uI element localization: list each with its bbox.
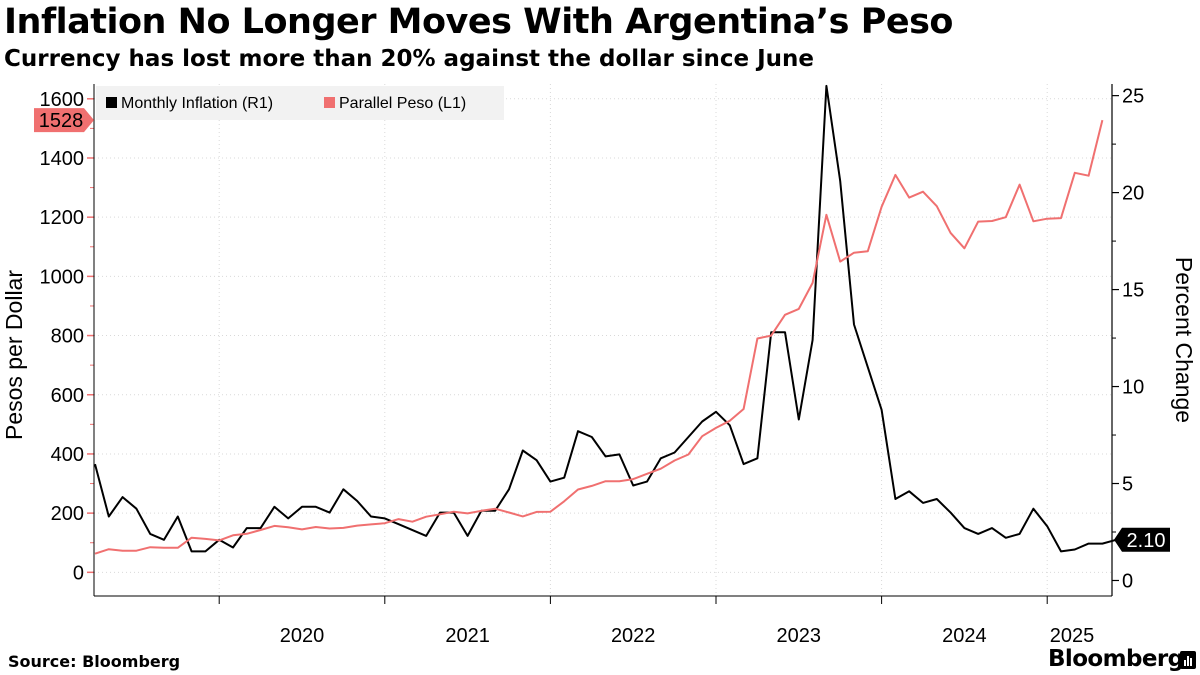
x-tick-label: 2025 — [1050, 625, 1095, 647]
legend-swatch-inflation — [106, 97, 117, 108]
right-tick-label: 25 — [1122, 86, 1144, 108]
inflation-last-value-badge — [1114, 527, 1170, 552]
peso-last-value-badge — [34, 108, 94, 133]
grid-lines — [94, 84, 1112, 596]
legend-label-inflation: Monthly Inflation (R1) — [121, 95, 273, 112]
left-tick-label: 1600 — [40, 89, 85, 111]
left-tick-label: 1200 — [40, 207, 85, 229]
bloomberg-logo-text: Bloomberg — [1048, 646, 1184, 672]
right-tick-label: 20 — [1122, 183, 1144, 205]
chart-title: Inflation No Longer Moves With Argentina… — [4, 2, 953, 42]
x-tick-label: 2024 — [942, 625, 987, 647]
left-tick-label: 600 — [51, 385, 84, 407]
left-tick-label: 200 — [51, 503, 84, 525]
right-tick-label: 10 — [1122, 377, 1144, 399]
parallel-peso-line — [94, 119, 1104, 555]
source-note: Source: Bloomberg — [8, 652, 181, 671]
bloomberg-chart-icon — [1180, 651, 1196, 669]
inflation-last-value-label: 2.10 — [1127, 530, 1166, 552]
legend-background — [96, 86, 504, 120]
x-tick-label: 2020 — [280, 625, 325, 647]
right-tick-label: 15 — [1122, 280, 1144, 302]
peso-last-value-label: 1528 — [39, 110, 84, 132]
left-tick-label: 800 — [51, 326, 84, 348]
right-tick-label: 0 — [1122, 570, 1133, 592]
legend-swatch-peso — [324, 97, 335, 108]
series-lines — [94, 84, 1117, 555]
axes: 0200400600800100012001400160005101520252… — [40, 84, 1144, 647]
left-tick-label: 400 — [51, 444, 84, 466]
monthly-inflation-line — [94, 84, 1117, 553]
x-tick-label: 2021 — [445, 625, 490, 647]
chart-subtitle: Currency has lost more than 20% against … — [4, 46, 814, 72]
last-value-labels: 1528 2.10 — [34, 108, 1170, 552]
legend-label-peso: Parallel Peso (L1) — [339, 95, 466, 112]
left-tick-label: 0 — [73, 562, 84, 584]
x-tick-label: 2022 — [611, 625, 656, 647]
x-tick-label: 2023 — [777, 625, 822, 647]
left-tick-label: 1000 — [40, 266, 85, 288]
right-tick-label: 5 — [1122, 474, 1133, 496]
left-tick-label: 1400 — [40, 148, 85, 170]
legend: Monthly Inflation (R1) Parallel Peso (L1… — [96, 86, 504, 120]
left-axis-title: Pesos per Dollar — [1, 270, 27, 440]
right-axis-title: Percent Change — [1171, 257, 1197, 423]
